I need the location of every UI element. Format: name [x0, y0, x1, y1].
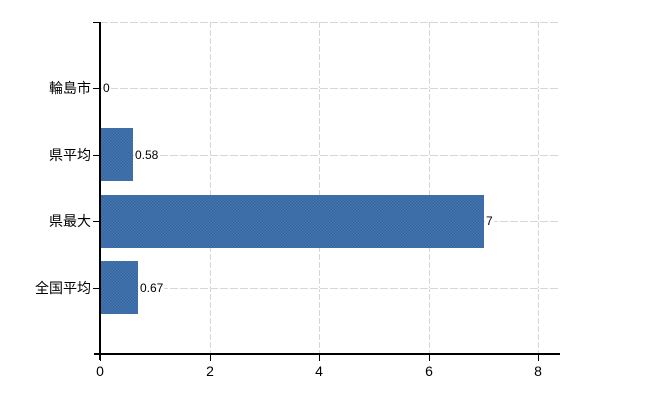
bar-2	[101, 195, 484, 248]
bar-1	[101, 128, 133, 181]
x-axis-tick-8	[538, 355, 539, 361]
gridline-row	[100, 155, 559, 156]
bar-3	[101, 261, 138, 314]
gridline-row	[100, 288, 559, 289]
value-label: 7	[485, 214, 494, 228]
y-axis-tick	[93, 288, 99, 289]
value-label: 0	[102, 81, 111, 95]
x-tick-label: 4	[315, 363, 323, 379]
x-axis-line	[94, 353, 560, 355]
y-axis-tick	[93, 88, 99, 89]
gridline-x-2	[210, 22, 211, 354]
category-label: 県平均	[49, 147, 91, 163]
x-axis-tick-2	[210, 355, 211, 361]
category-label: 全国平均	[35, 280, 91, 296]
x-tick-label: 2	[206, 363, 214, 379]
y-axis-tick	[93, 221, 99, 222]
category-label: 輪島市	[49, 80, 91, 96]
gridline-x-8	[538, 22, 539, 354]
plot-top-border	[100, 22, 559, 23]
y-axis-line	[99, 22, 101, 360]
x-axis-tick-6	[429, 355, 430, 361]
y-axis-top-tick	[93, 22, 99, 23]
x-axis-tick-4	[319, 355, 320, 361]
x-tick-label: 8	[534, 363, 542, 379]
gridline-row	[100, 88, 559, 89]
gridline-x-6	[429, 22, 430, 354]
x-axis-tick-0	[100, 355, 101, 361]
y-axis-tick	[93, 155, 99, 156]
category-label: 県最大	[49, 213, 91, 229]
x-tick-label: 0	[96, 363, 104, 379]
x-tick-label: 6	[425, 363, 433, 379]
gridline-x-4	[319, 22, 320, 354]
value-label: 0.58	[134, 148, 160, 162]
value-label: 0.67	[139, 281, 165, 295]
